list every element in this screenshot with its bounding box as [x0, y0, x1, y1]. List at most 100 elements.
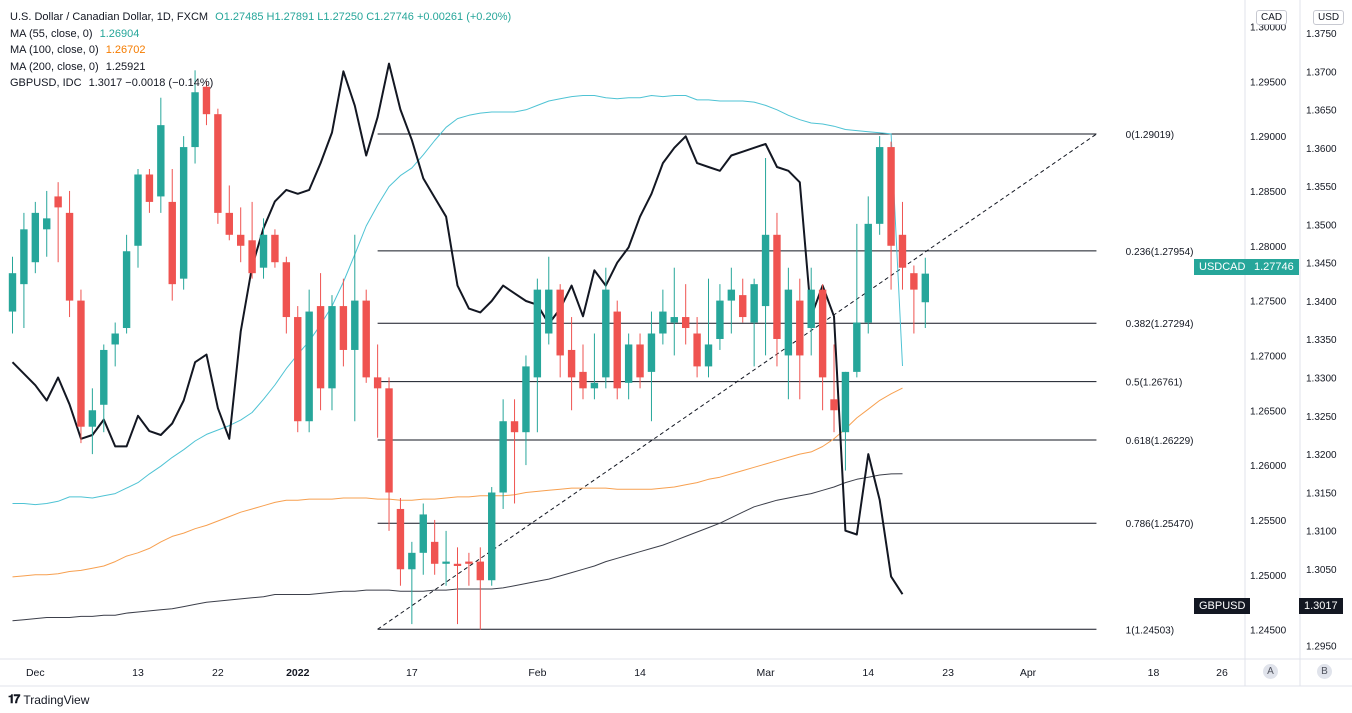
usdcad-tick-label: 1.26500 [1250, 406, 1287, 417]
candle [259, 218, 268, 279]
candle-body [522, 366, 530, 433]
gbpusd-tick-label: 1.3150 [1306, 488, 1337, 499]
legend-ma55-value: 1.26904 [99, 27, 140, 40]
candle-body [681, 317, 690, 329]
time-tick-label: 14 [634, 667, 646, 679]
legend-gbpusd-row: GBPUSD, IDC 1.3017 −0.0018 (−0.14%) [10, 75, 511, 92]
candle-body [921, 273, 929, 303]
candle-body [761, 234, 770, 307]
candle [385, 377, 393, 531]
candle-body [8, 273, 17, 312]
candle-body [453, 563, 462, 566]
candle [408, 541, 416, 625]
candle-body [100, 349, 108, 405]
candle-body [898, 234, 907, 268]
fib-level-label: 0.618(1.26229) [1126, 436, 1194, 447]
candle-body [385, 388, 393, 493]
legend-ma55-row: MA (55, close, 0) 1.26904 [10, 26, 511, 43]
candle [191, 70, 199, 164]
fib-level-label: 0.5(1.26761) [1126, 378, 1183, 389]
gbpusd-tick-label: 1.3300 [1306, 374, 1337, 385]
candle [54, 182, 62, 263]
candle-body [488, 492, 496, 581]
time-tick-label: Apr [1020, 667, 1037, 679]
candle-body [305, 311, 313, 422]
candle [921, 257, 929, 329]
gbpusd-tick-label: 1.3050 [1306, 565, 1337, 576]
candle [545, 256, 553, 345]
usdcad-tick-label: 1.27000 [1250, 351, 1287, 362]
candle-body [65, 212, 74, 301]
candle-body [419, 514, 427, 553]
candle-body [408, 552, 416, 570]
gbpusd-price-tag: 1.3017 [1299, 598, 1343, 614]
candle-body [910, 273, 918, 290]
candle [362, 289, 370, 383]
candle-body [476, 561, 485, 581]
candle [796, 278, 804, 400]
candle-body [362, 300, 370, 378]
gbpusd-tick-label: 1.3450 [1306, 259, 1337, 270]
legend-ohlc: O1.27485 H1.27891 L1.27250 C1.27746 +0.0… [215, 11, 512, 23]
candle-body [191, 92, 199, 148]
candle [659, 289, 667, 345]
candle [853, 223, 861, 378]
usdcad-tick-label: 1.28500 [1250, 187, 1287, 198]
candle [499, 399, 507, 509]
candle-body [168, 201, 176, 285]
candle-body [145, 174, 154, 202]
candle [271, 229, 279, 268]
candle [282, 256, 291, 334]
candle-body [613, 311, 621, 389]
gbpusd-tick-label: 1.3550 [1306, 182, 1337, 193]
candle [727, 267, 736, 334]
candle-body [237, 234, 245, 246]
candle-body [111, 333, 119, 345]
time-tick-label: 2022 [286, 667, 310, 679]
legend-ma100-row: MA (100, close, 0) 1.26702 [10, 42, 511, 59]
candle-body [157, 125, 165, 197]
candle-body [830, 399, 838, 411]
candle [670, 267, 678, 356]
candle-body [31, 212, 40, 263]
gbpusd-line [11, 62, 904, 595]
candle-body [556, 289, 564, 356]
tradingview-brand[interactable]: 𝟏𝟕 TradingView [8, 692, 89, 707]
right-axis-unit[interactable]: USD [1313, 10, 1345, 25]
candle-body [442, 561, 450, 564]
candle-body [271, 234, 279, 263]
candle [20, 212, 28, 329]
candle-body [739, 295, 747, 318]
usdcad-price-tag: 1.27746 [1249, 259, 1299, 275]
candle [373, 344, 382, 438]
candle-body [704, 344, 713, 367]
candle [316, 273, 325, 411]
candle [8, 256, 17, 334]
candle-body [88, 410, 97, 427]
left-axis-unit[interactable]: CAD [1256, 10, 1288, 25]
candle-body [875, 147, 884, 224]
candle [442, 530, 450, 586]
pane-a-button[interactable]: A [1263, 664, 1278, 679]
candle [134, 169, 142, 268]
candle-body [796, 300, 804, 356]
candle-body [122, 251, 131, 329]
time-tick-label: 26 [1216, 667, 1228, 679]
candle [202, 81, 211, 126]
brand-name: TradingView [23, 692, 90, 707]
gbpusd-tick-label: 1.3200 [1306, 450, 1337, 461]
candle [419, 503, 427, 575]
candle-body [887, 147, 895, 246]
candle [305, 289, 313, 433]
candle-body [396, 508, 405, 570]
candle-body [864, 223, 872, 323]
candle [225, 185, 233, 241]
pane-b-button[interactable]: B [1317, 664, 1332, 679]
candle [88, 388, 97, 455]
candle [681, 284, 690, 345]
gbpusd-tick-label: 1.3750 [1306, 29, 1337, 40]
candle [396, 497, 405, 586]
legend-ma55-label: MA (55, close, 0) [10, 27, 93, 40]
candle [716, 284, 724, 350]
